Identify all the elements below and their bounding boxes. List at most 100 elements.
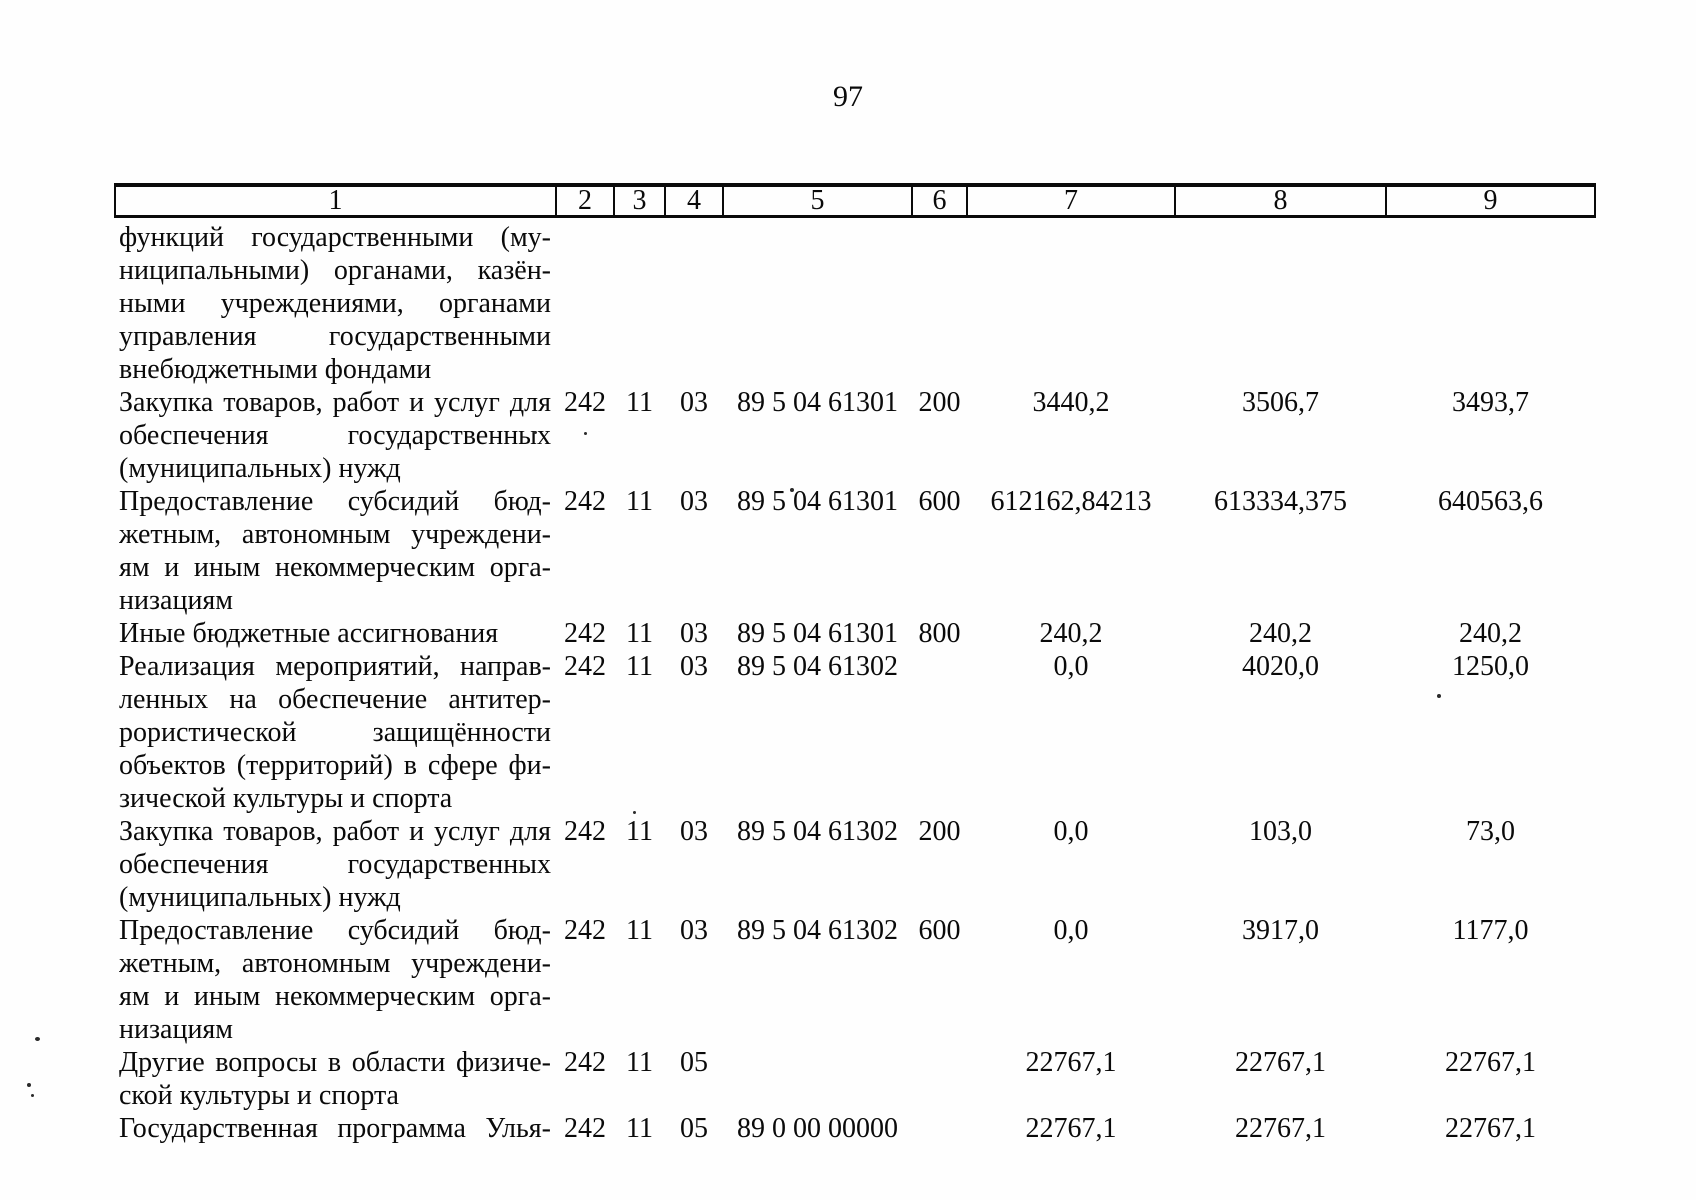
row-label-line: управления государственными: [119, 321, 551, 352]
header-col-1: 1: [114, 183, 557, 218]
row-label-line: зической культуры и спорта: [119, 783, 453, 814]
cell-col-9: 73,0: [1466, 816, 1515, 847]
row-label: Государственная программа Улья-: [115, 1112, 556, 1145]
row-label: Иные бюджетные ассигнования: [115, 617, 556, 650]
row-label: функций государственными (му-ниципальным…: [115, 217, 556, 387]
cell-col-2: 242: [564, 486, 606, 517]
header-col-5: 5: [722, 183, 913, 218]
row-label-line: внебюджетными фондами: [119, 354, 432, 385]
cell-col-6: 600: [918, 915, 961, 946]
cell-col-2: 242: [564, 816, 606, 847]
row-label-line: объектов (территорий) в сфере фи-: [119, 750, 551, 781]
cell-col-2: [556, 217, 614, 387]
row-label-line: ными учреждениями, органами: [119, 288, 551, 319]
cell-col-4: 03: [680, 387, 708, 418]
cell-col-8: [1175, 217, 1386, 387]
cell-col-6: 800: [918, 618, 961, 649]
header-col-2: 2: [555, 183, 615, 218]
cell-col-5: 89 5 04 61301: [737, 618, 898, 649]
cell-col-9: 640563,6: [1438, 486, 1543, 517]
cell-col-2: 242: [564, 387, 606, 418]
cell-col-7: 612162,84213: [990, 486, 1152, 517]
cell-col-2: 242: [564, 651, 606, 682]
cell-col-9: 3493,7: [1452, 387, 1529, 418]
cell-col-2: 242: [564, 618, 606, 649]
cell-col-4: 03: [680, 816, 708, 847]
cell-col-4: 03: [680, 651, 708, 682]
cell-col-3: 11: [626, 1113, 653, 1144]
row-label-line: Реализация мероприятий, направ-: [119, 651, 551, 682]
row-label-line: (муниципальных) нужд: [119, 882, 401, 913]
row-label-line: низациям: [119, 585, 234, 616]
row-label: Предоставление субсидий бюд-жетным, авто…: [115, 485, 556, 617]
cell-col-4: 03: [680, 486, 708, 517]
cell-col-6: 200: [918, 816, 961, 847]
cell-col-8: 3917,0: [1242, 915, 1319, 946]
cell-col-5: 89 5 04 61301: [737, 387, 898, 418]
cell-col-7: 22767,1: [1025, 1113, 1117, 1144]
row-label-line: низациям: [119, 1014, 234, 1045]
row-label-line: Предоставление субсидий бюд-: [119, 915, 551, 946]
cell-col-7: 0,0: [1053, 915, 1089, 946]
cell-col-7: 3440,2: [1032, 387, 1110, 418]
cell-col-3: 11: [626, 486, 653, 517]
table-row: функций государственными (му-ниципальным…: [115, 217, 1595, 387]
header-col-9: 9: [1385, 183, 1596, 218]
scan-speck: [31, 1094, 34, 1097]
row-label-line: рористической защищённости: [119, 717, 551, 748]
scan-speck: [1437, 694, 1441, 698]
cell-col-9: 1177,0: [1452, 915, 1529, 946]
cell-col-8: 613334,375: [1214, 486, 1347, 517]
cell-col-6: [912, 650, 967, 815]
cell-col-3: 11: [626, 618, 653, 649]
cell-col-3: 11: [626, 651, 653, 682]
cell-col-2: 242: [564, 915, 606, 946]
table-row: Предоставление субсидий бюд-жетным, авто…: [115, 485, 1595, 617]
row-label-line: Государственная программа Улья-: [119, 1113, 551, 1144]
cell-col-6: 200: [918, 387, 961, 418]
row-label: Закупка товаров, работ и услуг для обеспе…: [115, 815, 556, 914]
row-label-line: ям и иным некоммерческим орга-: [119, 552, 551, 583]
cell-col-7: [967, 217, 1175, 387]
cell-col-8: 3506,7: [1242, 387, 1319, 418]
header-col-8: 8: [1174, 183, 1387, 218]
row-label-line: обеспечения государственных: [119, 420, 551, 451]
cell-col-5: 89 5 04 61302: [737, 651, 898, 682]
cell-col-9: 22767,1: [1445, 1113, 1536, 1144]
scan-speck: [790, 488, 794, 492]
header-col-3: 3: [613, 183, 666, 218]
cell-col-6: [912, 1046, 967, 1112]
cell-col-6: 600: [918, 486, 961, 517]
scan-speck: [633, 811, 636, 814]
cell-col-4: 05: [680, 1113, 708, 1144]
row-label-line: Предоставление субсидий бюд-: [119, 486, 551, 517]
cell-col-3: 11: [626, 816, 653, 847]
row-label: Другие вопросы в области физиче-ской кул…: [115, 1046, 556, 1112]
table-body: функций государственными (му-ниципальным…: [115, 217, 1595, 1146]
cell-col-9: 240,2: [1459, 618, 1522, 649]
table-row: Государственная программа Улья- 242 11 05 89…: [115, 1112, 1595, 1145]
table-row: Реализация мероприятий, направ-ленных на…: [115, 650, 1595, 815]
table-row: Иные бюджетные ассигнования 242 11 03 89 5 0…: [115, 617, 1595, 650]
cell-col-3: [614, 217, 665, 387]
scan-speck: [35, 1037, 40, 1041]
header-col-7: 7: [966, 183, 1176, 218]
cell-col-5: [723, 217, 912, 387]
row-label-line: Закупка товаров, работ и услуг для: [119, 816, 551, 847]
cell-col-3: 11: [626, 915, 653, 946]
scan-speck: [27, 1083, 31, 1087]
cell-col-4: 05: [680, 1047, 708, 1078]
cell-col-7: 0,0: [1053, 816, 1089, 847]
table-row: Предоставление субсидий бюд-жетным, авто…: [115, 914, 1595, 1046]
row-label: Закупка товаров, работ и услуг для обеспе…: [115, 386, 556, 485]
row-label-line: жетным, автономным учреждени-: [119, 948, 551, 979]
row-label-line: жетным, автономным учреждени-: [119, 519, 551, 550]
cell-col-5: 89 5 04 61301: [737, 486, 898, 517]
header-col-6: 6: [911, 183, 968, 218]
table-row: Закупка товаров, работ и услуг для обеспе…: [115, 386, 1595, 485]
row-label-line: Закупка товаров, работ и услуг для: [119, 387, 551, 418]
scan-speck: [533, 431, 537, 434]
